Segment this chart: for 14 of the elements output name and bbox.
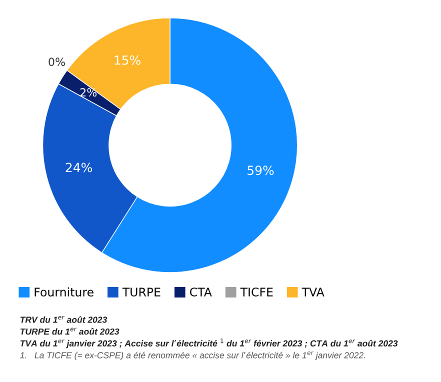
- data-label: 59%: [248, 166, 274, 176]
- text: TVA du 1$^{er}$ janvier 2023 ; Accise sur l’électricité $^{1}$ du 1$^{er}$ février 2023 ; CTA du 1$^{er}$ août 2023: [20, 338, 398, 348]
- data-label: 2%: [80, 88, 97, 97]
- legend-label: TVA: [302, 288, 324, 296]
- text: TURPE du 1$^{er}$ août 2023: [20, 328, 120, 335]
- legend-label: TICFE: [240, 288, 273, 297]
- text: TRV du 1$^{er}$ août 2023: [20, 316, 108, 323]
- legend-label: Fourniture: [34, 287, 94, 297]
- data-label: 15%: [114, 55, 140, 65]
- text: 0%: [48, 58, 65, 66]
- legend-label: TURPE: [122, 288, 160, 297]
- data-label: 24%: [66, 162, 92, 172]
- text: 1. La TICFE (= ex-CSPE) a été renommée « accise sur l’électricité » le 1$^{er}$janvier 2022.: [20, 351, 365, 360]
- legend-label: CTA: [190, 288, 212, 297]
